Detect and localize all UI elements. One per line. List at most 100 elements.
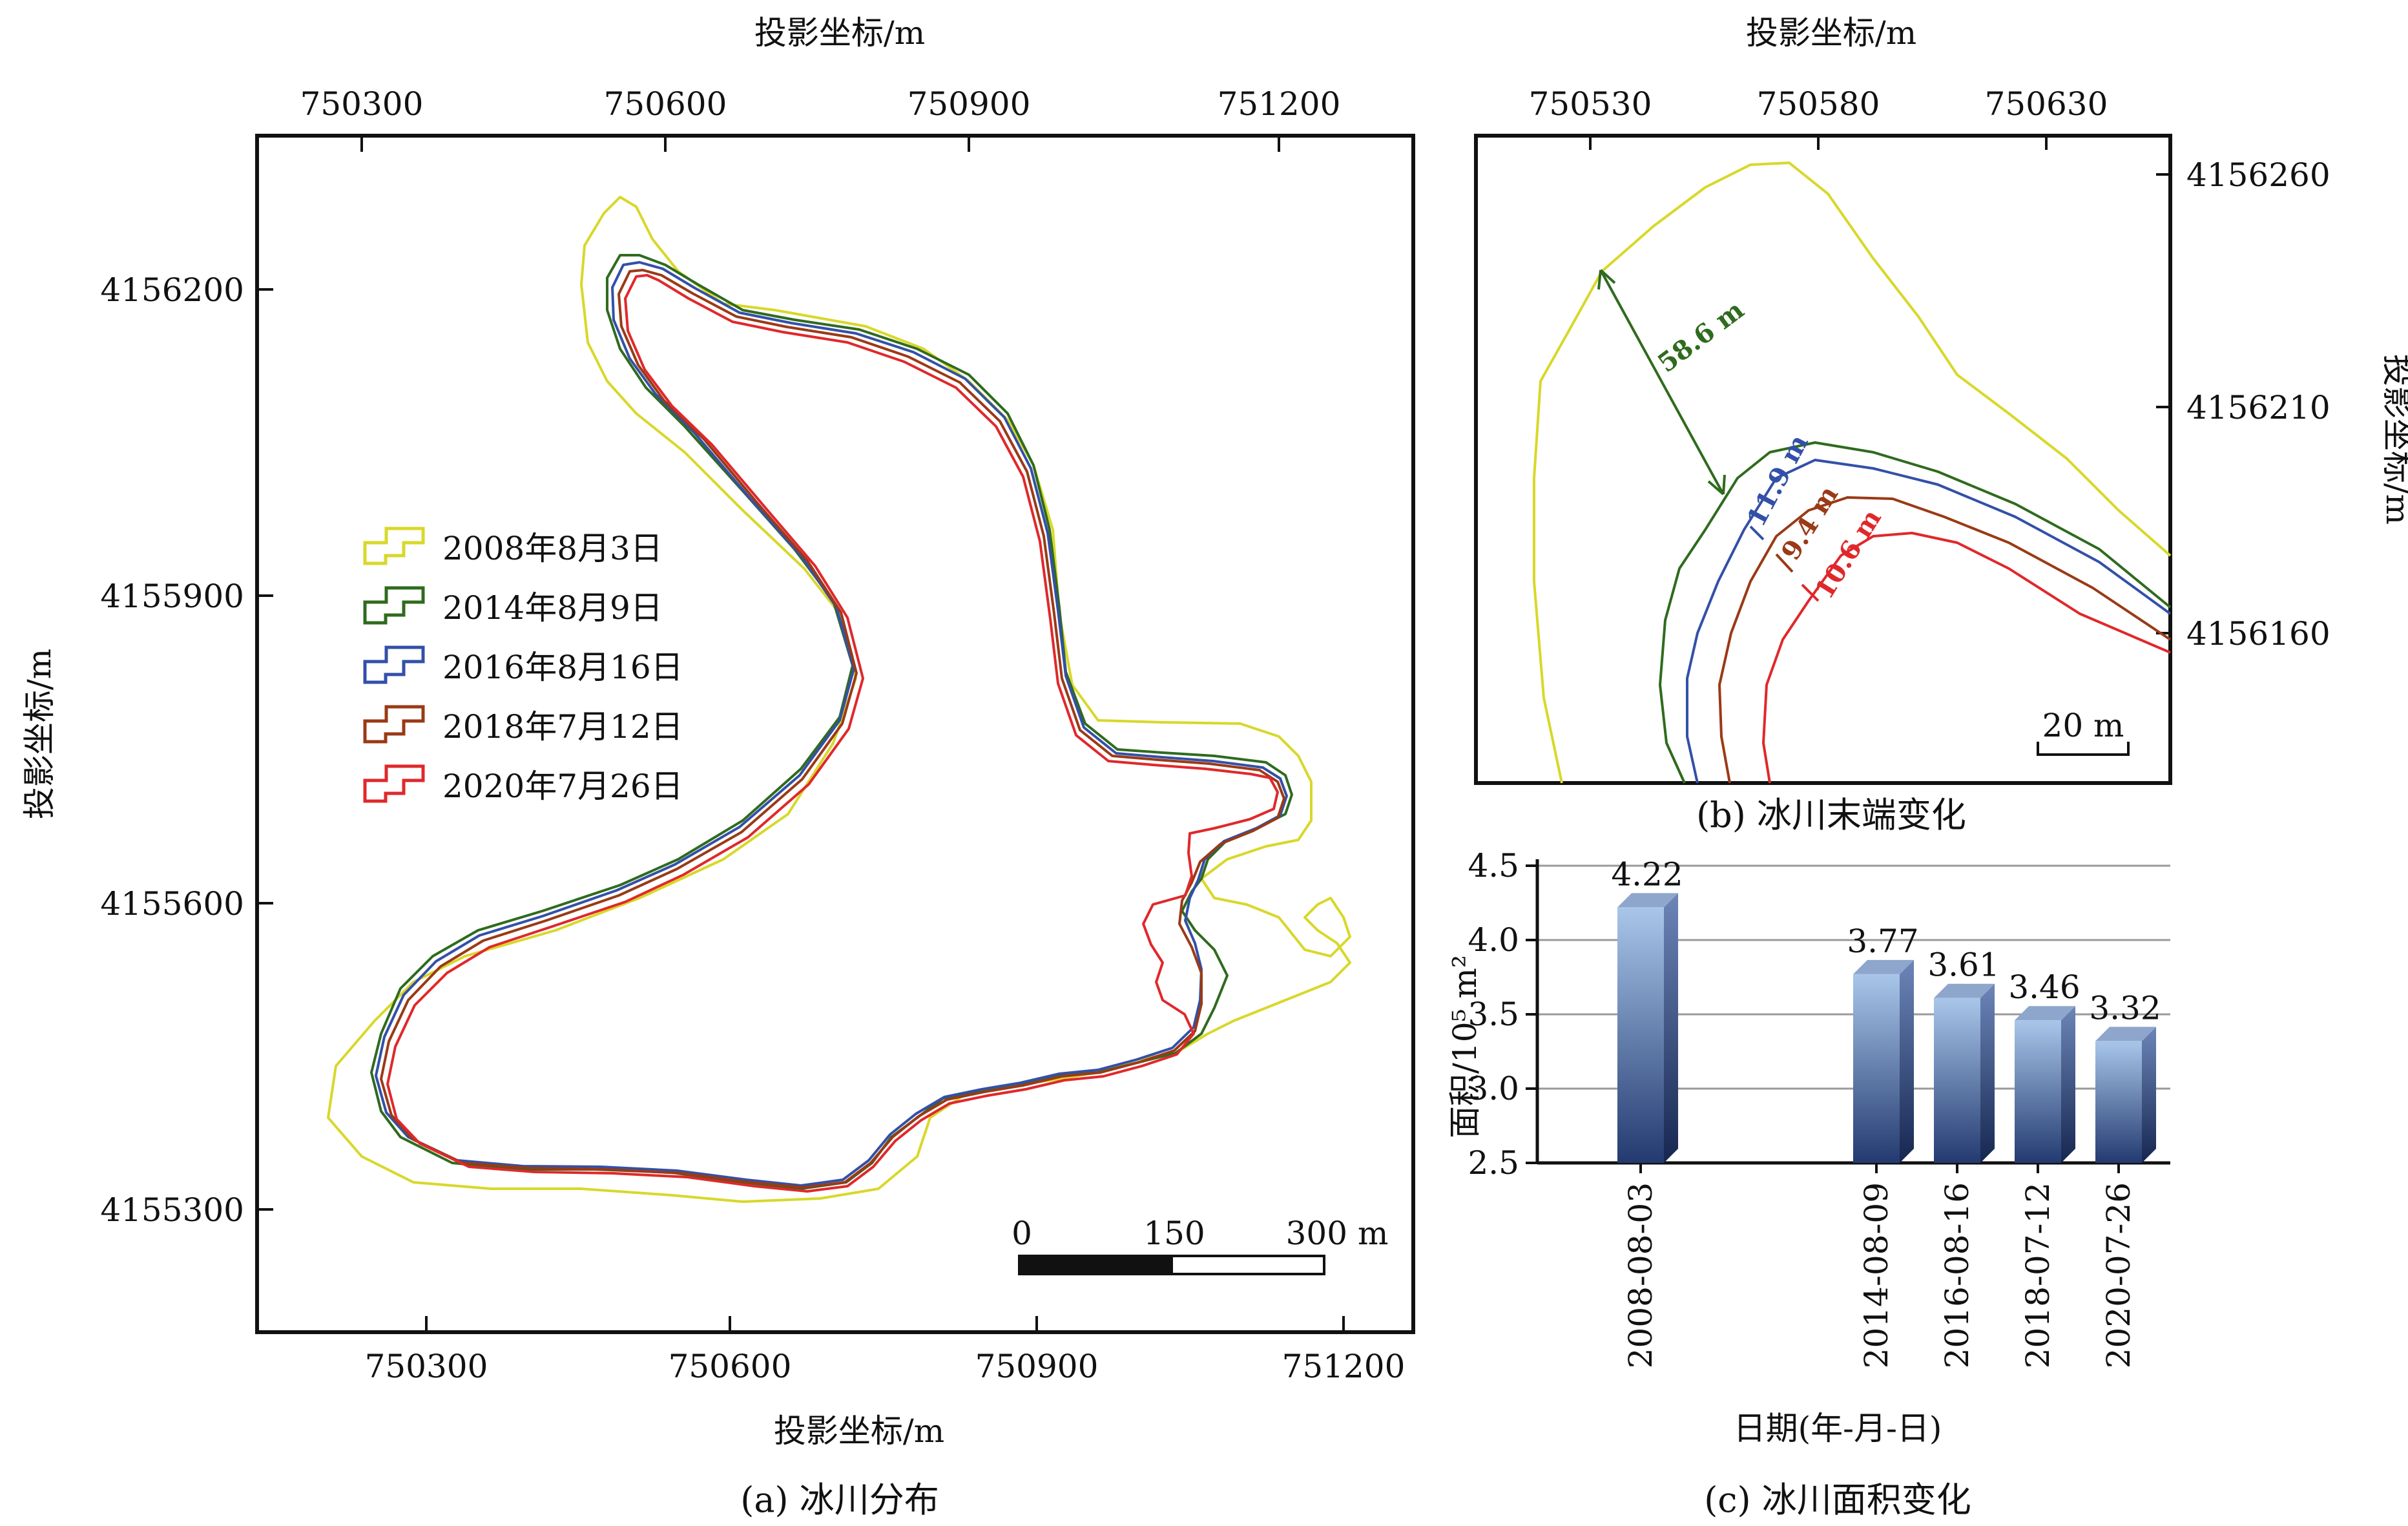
- panel-b-right-tick-label: 4156160: [2186, 615, 2330, 653]
- panel-a-legend: 2008年8月3日 2014年8月9日 2016年8月16日 2018年7月12…: [363, 527, 683, 805]
- panel-a-left-tick-label: 4155600: [100, 885, 244, 923]
- scale-bar-black-segment: [1018, 1255, 1173, 1275]
- panel-c-y-tick-label: 3.5: [1468, 996, 1519, 1033]
- outline-2016: [375, 261, 1288, 1187]
- panel-a-top-tick-label: 750600: [604, 85, 727, 123]
- panel-c-labels: 2.5 3.0 3.5 4.0 4.5 4.22 2008-08-03 3.77 2014-08…: [1468, 847, 2161, 1368]
- panel-c-value-label: 3.46: [2008, 968, 2080, 1006]
- panel-b-frame: [1474, 134, 2172, 785]
- panel-c-area-chart: 2.5 3.0 3.5 4.0 4.5 4.22 2008-08-03 3.77 2014-08…: [1446, 847, 2170, 1520]
- outline-2020: [386, 274, 1279, 1193]
- panel-c-bar-top: [1617, 893, 1678, 908]
- panel-b-ticks: [1589, 136, 2170, 634]
- panel-a-frame: [255, 134, 1415, 1334]
- panel-c-category-label: 2016-08-16: [1938, 1182, 1976, 1368]
- outline-2008: [327, 196, 1351, 1203]
- panel-c-bar: [1617, 907, 1664, 1163]
- panel-c-bar: [1853, 974, 1900, 1163]
- panel-c-y-axis-label: 面积/10⁵ m²: [1446, 955, 1484, 1138]
- panel-c-bar-top: [2095, 1027, 2156, 1041]
- scale-bar-label-150: 150: [1143, 1215, 1205, 1252]
- legend-label-2008: 2008年8月3日: [442, 530, 663, 567]
- panel-b-scale-bar-label: 20 m: [2042, 707, 2124, 744]
- panel-a-left-axis-label: 投影坐标/m: [21, 649, 58, 819]
- panel-c-value-label: 3.32: [2089, 989, 2161, 1027]
- legend-label-2014: 2014年8月9日: [442, 589, 663, 627]
- panel-a-left-tick-label: 4155900: [100, 578, 244, 615]
- panel-c-bar-side: [2061, 1006, 2075, 1163]
- measurement-arrow-9-4: [1775, 553, 1794, 573]
- terminus-2020: [1762, 532, 2171, 784]
- measurement-label-58-6: 58.6 m: [1652, 295, 1750, 379]
- panel-c-bar-top: [1934, 983, 1995, 998]
- panel-a-x-ticks: [257, 136, 1345, 1332]
- panel-c-y-tick-label: 3.0: [1468, 1070, 1519, 1107]
- legend-item-2008: 2008年8月3日: [363, 527, 663, 567]
- legend-swatch-2018: [363, 705, 425, 744]
- panel-b-scale-bar: 20 m: [2037, 707, 2130, 756]
- panel-b-top-tick-label: 750530: [1529, 85, 1652, 123]
- panel-a-top-tick-label: 751200: [1218, 85, 1341, 123]
- legend-item-2020: 2020年7月26日: [363, 764, 683, 805]
- legend-label-2016: 2016年8月16日: [442, 649, 683, 686]
- panel-a-left-tick-label: 4156200: [100, 271, 244, 309]
- panel-c-value-label: 3.77: [1847, 923, 1918, 960]
- scale-bar-label-300: 300 m: [1286, 1215, 1389, 1252]
- panel-c-x-axis-label: 日期(年-月-日): [1734, 1410, 1942, 1447]
- panel-c-y-tick-label: 4.0: [1468, 921, 1519, 959]
- panel-b-scale-bar-line: [2037, 742, 2130, 756]
- panel-a-top-axis-label: 投影坐标/m: [754, 14, 925, 52]
- legend-item-2018: 2018年7月12日: [363, 705, 683, 746]
- terminus-2018: [1718, 496, 2172, 784]
- panel-c-category-label: 2014-08-09: [1858, 1182, 1895, 1368]
- panel-c-bar-top: [2015, 1006, 2075, 1021]
- measurement-arrow-58-6: [1599, 269, 1725, 495]
- panel-a-left-tick-label: 4155300: [100, 1191, 244, 1229]
- panel-a-bottom-axis-label: 投影坐标/m: [774, 1412, 944, 1450]
- panel-c-y-tick-label: 4.5: [1468, 847, 1519, 884]
- panel-c-category-label: 2018-07-12: [2019, 1182, 2057, 1368]
- panel-a-top-tick-label: 750300: [300, 85, 424, 123]
- panel-a-bottom-tick-label: 750300: [365, 1348, 488, 1385]
- panel-b-caption: (b) 冰川末端变化: [1696, 795, 1966, 835]
- panel-c-bar-top: [1853, 959, 1914, 974]
- panel-b-right-tick-label: 4156210: [2186, 389, 2330, 426]
- terminus-2008: [1533, 162, 2172, 784]
- panel-c-y-tick-label: 2.5: [1468, 1144, 1519, 1182]
- measurement-arrowheads-58-6: [1597, 269, 1726, 496]
- panel-a-scale-bar: 0 150 300 m: [1012, 1215, 1389, 1275]
- legend-swatch-2020: [363, 764, 425, 803]
- panel-a-bottom-tick-label: 750600: [669, 1348, 792, 1385]
- panel-c-value-label: 3.61: [1927, 946, 1999, 984]
- legend-swatch-2016: [363, 645, 425, 684]
- panel-a-bottom-tick-label: 751200: [1282, 1348, 1406, 1385]
- panel-b-terminus-change: 投影坐标/m 750530 750580 750630 4156260 4156…: [1474, 14, 2408, 835]
- panel-c-category-label: 2020-07-26: [2100, 1182, 2137, 1368]
- panel-c-bar-side: [1900, 959, 1914, 1163]
- terminus-2014: [1659, 441, 2172, 784]
- panel-c-category-label: 2008-08-03: [1622, 1182, 1659, 1368]
- terminus-2016: [1686, 459, 2172, 784]
- panel-c-bar: [2095, 1041, 2142, 1163]
- panel-a-top-tick-label: 750900: [908, 85, 1031, 123]
- legend-swatch-2014: [363, 586, 425, 625]
- outline-2018: [380, 269, 1285, 1189]
- panel-b-top-tick-label: 750630: [1985, 85, 2108, 123]
- panel-c-bar: [2015, 1020, 2061, 1163]
- panel-a-glacier-distribution: 投影坐标/m 750300 750600 750900 751200 41562…: [21, 14, 1415, 1520]
- legend-label-2020: 2020年7月26日: [442, 768, 683, 805]
- legend-item-2014: 2014年8月9日: [363, 586, 663, 627]
- panel-a-caption: (a) 冰川分布: [740, 1479, 939, 1520]
- panel-c-caption: (c) 冰川面积变化: [1704, 1479, 1971, 1520]
- panel-b-right-tick-label: 4156260: [2186, 156, 2330, 194]
- panel-b-top-tick-label: 750580: [1757, 85, 1880, 123]
- panel-c-bar-side: [2142, 1027, 2156, 1163]
- legend-label-2018: 2018年7月12日: [442, 708, 683, 746]
- panel-c-bars: [1617, 893, 2156, 1163]
- panel-c-value-label: 4.22: [1611, 855, 1683, 893]
- panel-c-bar: [1934, 998, 1980, 1163]
- legend-item-2016: 2016年8月16日: [363, 645, 683, 686]
- panel-b-top-axis-label: 投影坐标/m: [1746, 14, 1916, 52]
- measurement-arrow-11-9: [1749, 525, 1765, 541]
